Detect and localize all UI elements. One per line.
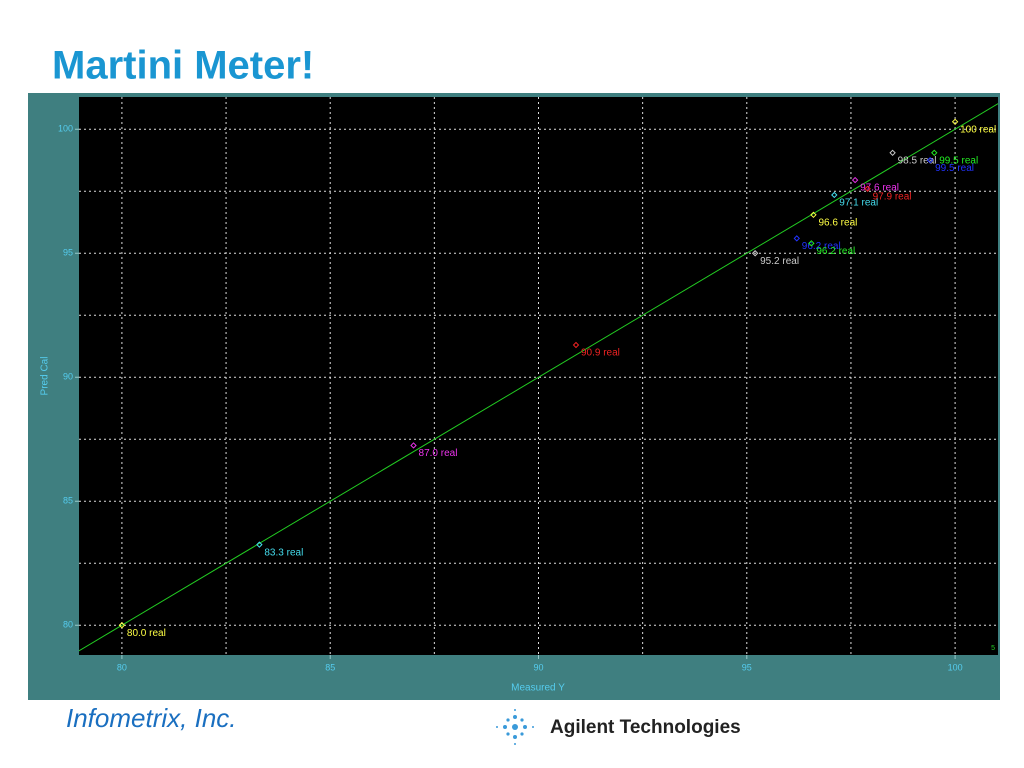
point-label: 97.1 real (839, 198, 878, 209)
point (810, 211, 817, 219)
point-label: 96.2 real (802, 241, 841, 252)
point-label: 95.2 real (760, 256, 799, 267)
plot: 80.0 real 83.3 real 87.0 real 90.9 real 95.2… (79, 97, 998, 655)
x-tick-label: 90 (533, 662, 543, 672)
x-tick-label: 100 (948, 662, 963, 672)
point-label: 97.6 real (860, 183, 899, 194)
point-label: 99.5 real (939, 155, 978, 166)
point-label: 87.0 real (419, 448, 458, 459)
point-label: 98.5 real (898, 155, 937, 166)
y-axis-label: Pred Cal (40, 357, 51, 396)
point (572, 341, 580, 349)
y-tick-label: 95 (63, 248, 73, 258)
x-tick-label: 80 (117, 662, 127, 672)
point-label: 80.0 real (127, 628, 166, 639)
point (793, 235, 800, 242)
x-axis-label: Measured Y (511, 683, 565, 694)
point-label: 99.5 real (935, 163, 974, 174)
agilent-logo (496, 709, 534, 745)
y-tick-label: 80 (63, 620, 73, 630)
point-label: 97.9 real (873, 191, 912, 202)
y-tick-label: 85 (63, 496, 73, 506)
identity-line (79, 103, 998, 652)
point-label: 96.6 real (818, 217, 857, 228)
point (889, 149, 896, 157)
annotation: 5 (991, 645, 995, 652)
x-tick-label: 95 (742, 662, 752, 672)
slide-title: Martini Meter! (52, 44, 314, 88)
point (751, 250, 759, 257)
x-tick-label: 85 (325, 662, 335, 672)
point-label: 90.9 real (581, 348, 620, 359)
point-label: 100 real (960, 124, 996, 135)
point (410, 442, 417, 449)
point (926, 157, 934, 164)
point (864, 185, 871, 192)
point (851, 176, 859, 184)
point-label: 83.3 real (264, 547, 303, 558)
company-name: Infometrix, Inc. (66, 703, 237, 733)
point (256, 541, 263, 548)
point (931, 149, 938, 157)
point (808, 240, 815, 247)
y-tick-label: 90 (63, 372, 73, 382)
point (831, 191, 838, 199)
y-tick-label: 100 (58, 124, 73, 134)
point (951, 118, 959, 126)
point (118, 622, 126, 629)
plot-area (79, 97, 998, 655)
logo-text: Agilent Technologies (550, 717, 741, 738)
axes: 80 85 90 95 100 80 85 90 95 100 5 (58, 124, 995, 673)
point-label: 96.2 real (816, 246, 855, 257)
